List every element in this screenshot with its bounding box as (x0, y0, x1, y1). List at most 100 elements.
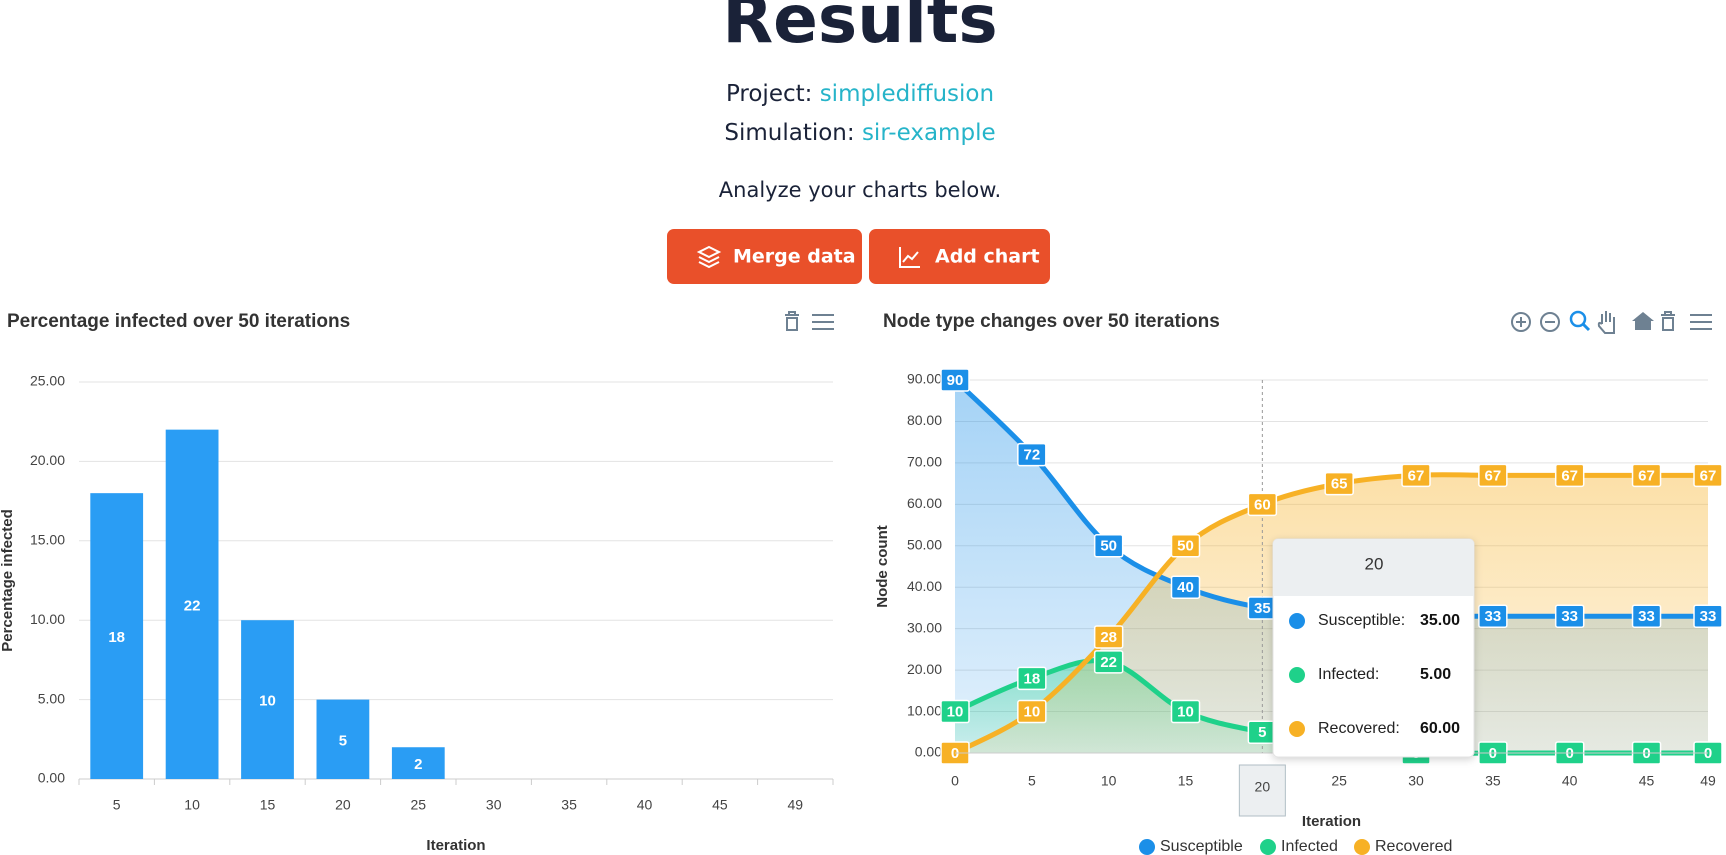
tooltip-name: Susceptible: (1318, 612, 1405, 629)
y-tick-label: 15.00 (30, 532, 65, 548)
data-label-box (1324, 471, 1354, 496)
tooltip-name: Recovered: (1318, 720, 1400, 737)
label: Project: (726, 81, 812, 107)
data-label-box (1478, 463, 1508, 488)
data-label-box (1247, 492, 1278, 517)
x-tick-label: 30 (1408, 773, 1424, 789)
menu-icon[interactable] (1690, 314, 1712, 330)
tooltip: 20 Susceptible: 35.00 Infected: 5.00 Recovere… (1272, 538, 1475, 758)
data-label-box (940, 368, 970, 392)
data-label-box (1093, 650, 1124, 674)
simulation-link[interactable]: sir-example (862, 120, 996, 146)
y-axis-label: Node count (874, 525, 891, 608)
button-bg (869, 229, 1050, 284)
data-label: 50 (1100, 538, 1117, 555)
data-label-box (1631, 463, 1662, 488)
data-label: 33 (1700, 608, 1717, 625)
add-chart-button[interactable]: Add chart (869, 229, 1050, 284)
legend-marker (1260, 839, 1276, 855)
tooltip-marker (1289, 721, 1305, 737)
data-label: 18 (108, 629, 125, 646)
data-label-box (1017, 699, 1047, 724)
legend-label: Infected (1281, 838, 1338, 855)
button-label: Merge data (733, 246, 856, 268)
x-tick-label: 35 (1485, 773, 1501, 789)
legend-item[interactable]: Susceptible (1139, 838, 1243, 855)
icon (899, 247, 920, 268)
legend-item[interactable]: Recovered (1354, 838, 1452, 855)
y-tick-label: 30.00 (907, 619, 942, 635)
data-label: 50 (1177, 538, 1194, 555)
menu-icon[interactable] (812, 314, 834, 330)
delete-icon[interactable] (785, 311, 799, 331)
data-label-box (1170, 534, 1201, 558)
x-tick-label: 5 (113, 797, 121, 813)
tooltip-name: Infected: (1318, 666, 1379, 683)
bar (316, 699, 370, 779)
data-label: 67 (1561, 467, 1578, 484)
icon (696, 245, 722, 269)
data-label-box (1017, 442, 1047, 467)
y-tick-label: 0.00 (915, 744, 942, 760)
data-label: 67 (1700, 467, 1717, 484)
data-label-box (1170, 699, 1201, 724)
tooltip-marker (1289, 613, 1305, 629)
data-label: 40 (1177, 579, 1194, 596)
legend-marker (1354, 839, 1370, 855)
y-tick-label: 50.00 (907, 536, 942, 552)
chart-title: Node type changes over 50 iterations (883, 311, 1220, 332)
y-tick-label: 10.00 (907, 702, 942, 718)
data-label: 28 (1100, 629, 1117, 646)
bar (165, 429, 219, 779)
selection-zoom-icon[interactable] (1569, 310, 1591, 332)
data-label: 67 (1638, 467, 1655, 484)
data-label-box (1554, 604, 1585, 628)
y-tick-label: 20.00 (30, 452, 65, 468)
x-tick-label: 0 (951, 773, 959, 789)
x-axis-label: Iteration (426, 837, 485, 854)
x-tick-label: 5 (1028, 773, 1036, 789)
button-label: Add chart (935, 246, 1040, 268)
data-label-box (1631, 604, 1662, 628)
data-label-box (1093, 625, 1124, 649)
y-tick-label: 10.00 (30, 611, 65, 627)
x-tick-label: 40 (637, 797, 653, 813)
data-label: 10 (259, 693, 276, 710)
x-tick-label: 35 (561, 797, 577, 813)
x-tick-label: 10 (184, 797, 200, 813)
y-tick-label: 5.00 (38, 690, 65, 706)
data-label: 2 (414, 756, 422, 773)
crosshair-label-box (1238, 764, 1286, 817)
legend-marker (1139, 839, 1155, 855)
data-label: 60 (1254, 496, 1271, 513)
data-label: 33 (1561, 608, 1578, 625)
data-label-box (1093, 534, 1124, 558)
tooltip-value: 35.00 (1420, 612, 1460, 629)
data-label: 5 (1258, 724, 1266, 741)
tooltip-header (1273, 539, 1474, 596)
data-label-box (1693, 604, 1723, 628)
data-label: 67 (1485, 467, 1502, 484)
label: Simulation: (724, 120, 854, 146)
x-axis-label: Iteration (1302, 813, 1361, 830)
delete-icon[interactable] (1661, 311, 1675, 331)
project-link[interactable]: simplediffusion (820, 81, 994, 107)
data-label: 22 (1100, 654, 1117, 671)
y-tick-label: 70.00 (907, 454, 942, 470)
data-label: 5 (339, 732, 347, 749)
data-label: 35 (1254, 600, 1271, 617)
data-label-box (1554, 463, 1585, 488)
y-tick-label: 60.00 (907, 495, 942, 511)
zoom-out-icon[interactable] (1540, 312, 1560, 332)
data-label: 22 (184, 597, 201, 614)
reset-icon[interactable] (1632, 312, 1654, 330)
tooltip-value: 60.00 (1420, 720, 1460, 737)
data-label-box (1017, 666, 1047, 691)
y-tick-label: 90.00 (907, 371, 942, 387)
merge-button[interactable]: Merge data (667, 229, 862, 284)
data-label-box (1693, 463, 1723, 488)
pan-icon[interactable] (1597, 311, 1615, 334)
zoom-in-icon[interactable] (1511, 312, 1531, 332)
legend-item[interactable]: Infected (1260, 838, 1338, 855)
